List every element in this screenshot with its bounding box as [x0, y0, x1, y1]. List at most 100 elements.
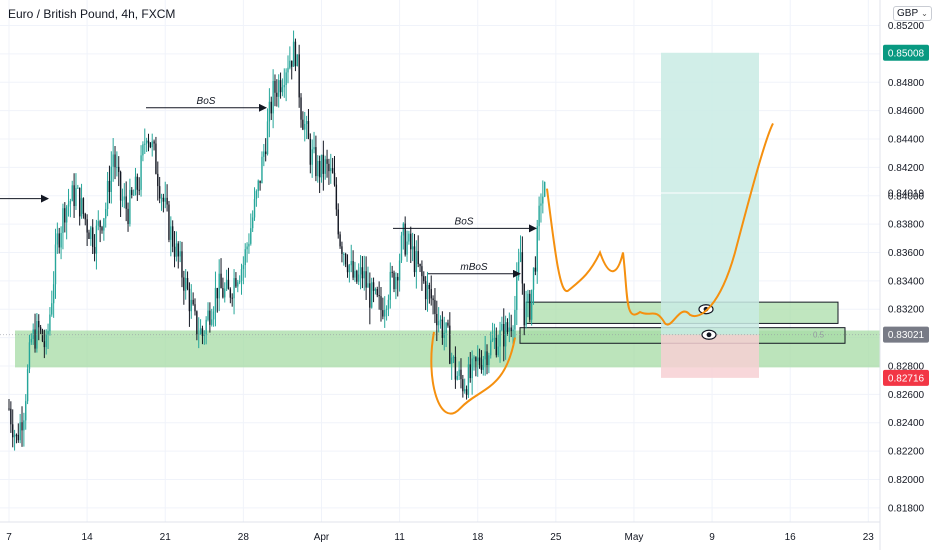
candle	[501, 316, 503, 332]
candle	[426, 271, 429, 312]
candle-body	[331, 168, 334, 173]
candle	[538, 196, 540, 241]
candle	[164, 181, 166, 209]
candle	[246, 242, 248, 263]
candle	[259, 180, 261, 191]
candle-body	[410, 233, 412, 250]
candle-body	[462, 379, 464, 392]
candle-body	[263, 151, 265, 157]
candle-body	[296, 54, 298, 67]
candle-body	[142, 144, 144, 156]
candle	[508, 312, 511, 343]
candle	[75, 173, 77, 210]
time-tick-label: 14	[82, 532, 94, 543]
candle	[90, 225, 92, 246]
candle-body	[317, 160, 319, 177]
time-tick-label: 28	[238, 532, 250, 543]
candle-body	[328, 163, 330, 172]
candle	[65, 205, 68, 240]
zone-mini-label: 0.5	[813, 331, 825, 340]
candle	[482, 355, 484, 376]
candle-body	[413, 246, 416, 273]
candle-body	[86, 219, 88, 233]
candle	[464, 378, 466, 394]
candle-body	[186, 277, 189, 289]
candle-body	[227, 279, 230, 290]
candle-body	[456, 375, 458, 380]
candle-body	[95, 225, 98, 254]
candle	[367, 266, 369, 288]
candle	[36, 312, 38, 353]
candle	[454, 346, 457, 389]
candle-body	[354, 270, 356, 278]
candle-body	[298, 54, 300, 98]
candle-body	[402, 223, 405, 236]
candle	[235, 272, 237, 288]
price-axis: 0.852000.850000.848000.846000.844000.842…	[879, 0, 932, 550]
candle-body	[408, 233, 410, 242]
candle-body	[514, 309, 516, 330]
candle-body	[391, 271, 393, 273]
candle	[155, 136, 157, 175]
candle-body	[28, 342, 31, 370]
candle-body	[378, 295, 380, 297]
candle	[270, 96, 272, 121]
candle	[320, 154, 323, 183]
candles	[8, 30, 546, 451]
candle	[166, 184, 168, 212]
candle-body	[125, 196, 127, 209]
stop-zone	[661, 334, 759, 378]
candle	[19, 413, 21, 444]
candle-body	[477, 357, 479, 362]
candle	[398, 253, 401, 292]
candle-body	[71, 185, 73, 201]
candle	[369, 272, 371, 325]
current-price-badge: 0.83021	[888, 330, 925, 341]
candle-body	[97, 221, 99, 226]
candle	[203, 330, 205, 345]
candle	[341, 241, 343, 263]
candle	[78, 187, 81, 226]
candle-body	[430, 289, 432, 299]
candle	[478, 348, 481, 369]
candle-body	[419, 263, 421, 267]
candle-body	[363, 271, 365, 279]
candle	[51, 290, 53, 317]
candle	[158, 176, 161, 204]
candle	[86, 214, 88, 246]
candle-body	[343, 253, 345, 255]
candle	[242, 256, 245, 285]
candle-body	[231, 297, 233, 299]
candle-body	[311, 149, 313, 165]
currency-selector[interactable]: GBP ⌄	[893, 6, 932, 21]
candle-body	[516, 276, 518, 310]
candle-body	[371, 282, 373, 308]
candle	[80, 183, 83, 219]
candle-body	[449, 325, 451, 364]
price-tick-label: 0.82800	[888, 361, 925, 372]
candle	[410, 226, 412, 263]
price-tick-label: 0.84200	[888, 163, 925, 174]
candle	[447, 319, 449, 328]
candle	[428, 282, 431, 304]
candle	[211, 308, 213, 327]
candle-body	[235, 278, 237, 287]
candle	[484, 335, 486, 376]
candle	[348, 263, 351, 283]
candle	[237, 279, 239, 293]
candle-body	[244, 249, 246, 266]
candle-body	[179, 251, 181, 257]
candle	[142, 141, 144, 162]
candle-body	[542, 196, 544, 204]
candle-body	[222, 288, 224, 298]
candle-body	[398, 260, 401, 281]
candle-body	[313, 147, 315, 150]
candle-body	[62, 208, 64, 234]
price-tick-label: 0.82600	[888, 390, 925, 401]
candle-body	[272, 80, 274, 114]
candle	[488, 352, 490, 374]
candle-body	[164, 197, 166, 202]
candle-body	[145, 140, 148, 144]
time-tick-label: 7	[6, 532, 12, 543]
